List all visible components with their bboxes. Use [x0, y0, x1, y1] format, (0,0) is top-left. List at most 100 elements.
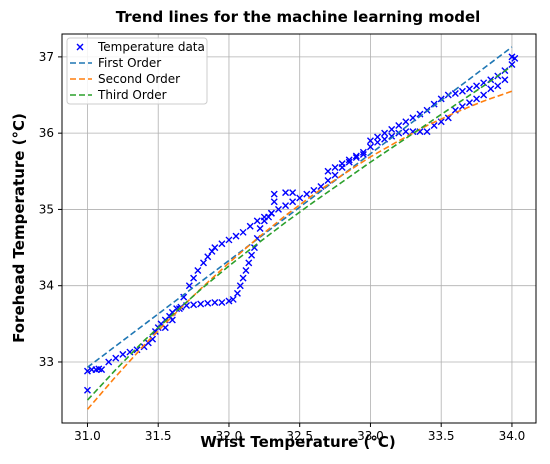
legend-box	[66, 37, 208, 105]
data-point-stroke	[245, 259, 253, 267]
data-point	[374, 133, 382, 141]
y-tick-label: 35	[39, 202, 54, 216]
data-point	[352, 154, 360, 162]
legend-label: Second Order	[98, 72, 180, 86]
data-point-stroke	[345, 156, 353, 164]
legend-marker-stroke	[76, 43, 84, 51]
data-point-stroke	[149, 335, 157, 343]
data-point	[168, 316, 176, 324]
data-point	[324, 176, 332, 184]
data-point-stroke	[225, 297, 233, 305]
data-point-stroke	[83, 367, 91, 375]
data-point-stroke	[473, 95, 481, 103]
legend-marker-temperature-data	[76, 43, 84, 51]
data-point	[473, 82, 481, 90]
data-point	[242, 266, 250, 274]
data-point-stroke	[225, 236, 233, 244]
data-point-stroke	[381, 135, 389, 143]
data-point	[211, 298, 219, 306]
x-tick-label: 32.5	[286, 429, 313, 443]
data-point-stroke	[409, 114, 417, 122]
data-point-stroke	[250, 244, 258, 252]
data-point	[324, 167, 332, 175]
data-point	[508, 61, 516, 69]
data-point	[225, 297, 233, 305]
data-point	[98, 366, 106, 374]
data-point	[374, 138, 382, 146]
data-point-stroke	[381, 129, 389, 137]
data-point	[466, 85, 473, 93]
data-point-stroke	[374, 133, 382, 141]
data-point-stroke	[388, 132, 396, 140]
data-point-stroke	[289, 198, 297, 206]
data-point-stroke	[466, 99, 473, 107]
data-point-stroke	[211, 244, 219, 252]
data-point	[437, 95, 445, 103]
data-point-stroke	[289, 189, 297, 197]
data-point	[149, 335, 157, 343]
x-axis-label: Wrist Temperature (°C)	[200, 433, 395, 451]
data-point	[190, 301, 198, 309]
data-point-stroke	[451, 89, 459, 97]
data-point-stroke	[218, 298, 226, 306]
data-point	[494, 82, 502, 90]
data-point-stroke	[274, 205, 282, 213]
data-point	[270, 190, 278, 198]
data-point	[204, 253, 212, 261]
data-point	[473, 95, 481, 103]
data-point	[260, 213, 268, 221]
data-point	[303, 190, 311, 198]
y-axis-ticks: 33 34 35 36 37	[39, 50, 62, 369]
data-point	[194, 266, 202, 274]
legend-label: First Order	[98, 56, 161, 70]
data-point-stroke	[267, 209, 275, 217]
data-point	[331, 171, 339, 179]
data-point-stroke	[105, 358, 113, 366]
data-point-stroke	[282, 189, 290, 197]
data-point-stroke	[458, 102, 466, 110]
data-point	[270, 198, 278, 206]
data-point	[282, 189, 290, 197]
data-point-stroke	[253, 217, 261, 225]
data-point-stroke	[458, 87, 466, 95]
data-point	[352, 152, 360, 160]
data-point	[416, 110, 424, 118]
data-point	[359, 148, 367, 156]
x-tick-label: 31.0	[74, 429, 101, 443]
data-point-stroke	[511, 54, 519, 62]
data-point	[317, 183, 325, 191]
data-point-stroke	[416, 128, 424, 136]
data-point	[190, 274, 198, 282]
data-point	[253, 217, 261, 225]
data-point	[366, 137, 374, 145]
data-point-stroke	[119, 350, 127, 358]
x-tick-label: 33.5	[428, 429, 455, 443]
data-point-stroke	[83, 386, 91, 394]
data-point	[185, 282, 193, 290]
chart-title: Trend lines for the machine learning mod…	[116, 8, 481, 26]
data-point	[225, 236, 233, 244]
data-point	[480, 91, 488, 99]
data-point-stroke	[487, 85, 495, 93]
plot-area-frame	[61, 33, 537, 424]
data-point-stroke	[395, 122, 403, 130]
data-point	[458, 87, 466, 95]
data-point-stroke	[242, 266, 250, 274]
data-point-stroke	[246, 222, 254, 230]
data-point-stroke	[480, 79, 488, 87]
data-point	[239, 228, 247, 236]
data-point-stroke	[374, 138, 382, 146]
data-point-stroke	[437, 95, 445, 103]
data-point	[359, 151, 367, 159]
data-point-stroke	[270, 190, 278, 198]
data-point-stroke	[180, 293, 188, 301]
data-point	[501, 76, 509, 84]
data-point	[180, 293, 188, 301]
data-point	[487, 85, 495, 93]
legend: Temperature data First Order Second Order T…	[66, 37, 208, 105]
data-point	[451, 89, 459, 97]
data-point-stroke	[229, 295, 237, 303]
third-order-line	[86, 65, 513, 401]
data-point	[199, 259, 207, 267]
data-point-stroke	[239, 274, 247, 282]
